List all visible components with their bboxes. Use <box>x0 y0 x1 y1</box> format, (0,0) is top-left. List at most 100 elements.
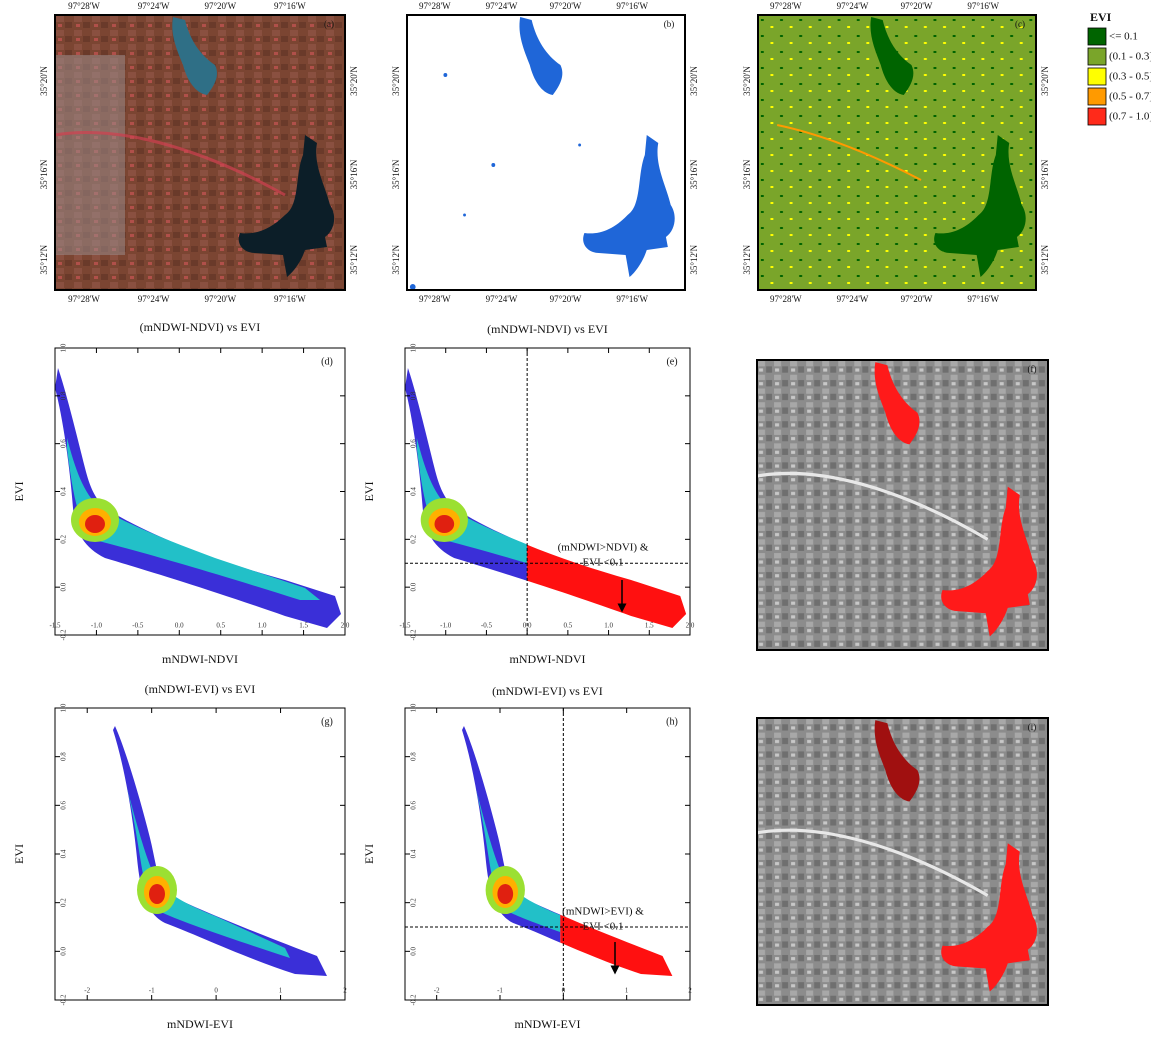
x-tick-label: -2 <box>434 987 440 995</box>
y-tick-label: 1.0 <box>410 703 418 712</box>
plot-title: (mNDWI-NDVI) vs EVI <box>487 322 608 336</box>
lat-label: 35°12'N <box>1040 244 1050 274</box>
x-tick-label: -1 <box>497 987 503 995</box>
x-tick-label: 1.5 <box>645 622 654 630</box>
y-tick-label: 0.2 <box>410 898 418 907</box>
panel-letter: (e) <box>666 356 677 367</box>
x-tick-label: 1 <box>279 987 283 995</box>
map-c <box>758 15 1037 290</box>
lon-label: 97°28'W <box>68 294 100 304</box>
y-tick-label: 0.2 <box>410 534 418 543</box>
legend-title: EVI <box>1090 10 1112 24</box>
legend-swatch <box>1087 27 1107 46</box>
lon-label: 97°28'W <box>419 294 451 304</box>
lat-label: 35°12'N <box>689 244 699 274</box>
x-tick-label: -1.0 <box>440 622 452 630</box>
lat-label: 35°20'N <box>689 66 699 96</box>
y-axis-label: EVI <box>362 482 376 502</box>
y-tick-label: 0.4 <box>410 849 418 858</box>
x-tick-label: -2 <box>84 987 90 995</box>
annotation: (mNDWI>EVI) & <box>562 906 644 918</box>
map-frame <box>756 359 1049 651</box>
lon-label: 97°16'W <box>967 1 999 11</box>
y-tick-label: 1.0 <box>60 703 68 712</box>
y-tick-label: 0.4 <box>60 487 68 496</box>
panel-letter: (g) <box>321 716 333 727</box>
panel-letter: (c) <box>1015 19 1025 29</box>
lon-label: 97°24'W <box>138 1 170 11</box>
map-frame <box>406 14 686 291</box>
x-tick-label: -0.5 <box>481 622 493 630</box>
lon-label: 97°24'W <box>837 294 869 304</box>
lon-label: 97°28'W <box>68 1 100 11</box>
y-tick-label: 0.8 <box>60 391 68 400</box>
lat-label: 35°12'N <box>391 244 401 274</box>
legend-label: (0.5 - 0.7] <box>1109 91 1151 103</box>
y-tick-label: -0.2 <box>410 994 418 1006</box>
x-tick-label: 1.0 <box>604 622 613 630</box>
x-tick-label: 2.0 <box>686 622 695 630</box>
panel-letter: (a) <box>324 19 334 29</box>
y-tick-label: 1.0 <box>410 343 418 352</box>
lon-label: 97°20'W <box>550 1 582 11</box>
x-axis-label: mNDWI-EVI <box>167 1017 233 1031</box>
lat-label: 35°16'N <box>391 159 401 189</box>
y-tick-label: 1.0 <box>60 343 68 352</box>
lon-label: 97°16'W <box>967 294 999 304</box>
map-f <box>756 360 1048 651</box>
y-tick-label: 0.6 <box>410 800 418 809</box>
lat-label: 35°16'N <box>742 159 752 189</box>
legend-swatch <box>1087 107 1107 126</box>
lon-label: 97°24'W <box>486 1 518 11</box>
lon-label: 97°20'W <box>204 294 236 304</box>
lat-label: 35°16'N <box>689 159 699 189</box>
map-b <box>407 15 686 290</box>
y-tick-label: 0.6 <box>410 439 418 448</box>
y-tick-label: 0.4 <box>60 849 68 858</box>
y-axis-label: EVI <box>12 844 26 864</box>
map-frame <box>756 717 1049 1006</box>
lon-label: 97°28'W <box>770 294 802 304</box>
lat-label: 35°16'N <box>349 159 359 189</box>
panel-letter: (f) <box>1028 364 1037 374</box>
panel-letter: (h) <box>666 716 678 727</box>
lon-label: 97°16'W <box>616 1 648 11</box>
annotation: EVI <0.1 <box>582 557 623 569</box>
x-tick-label: 0.0 <box>175 622 184 630</box>
lat-label: 35°20'N <box>349 66 359 96</box>
y-tick-label: 0.6 <box>60 800 68 809</box>
annotation: (mNDWI>NDVI) & <box>558 542 649 554</box>
map-i <box>756 718 1048 1006</box>
panel-letter: (d) <box>321 356 333 367</box>
x-tick-label: 0.5 <box>563 622 572 630</box>
y-tick-label: 0.8 <box>60 752 68 761</box>
x-tick-label: -1.5 <box>399 622 411 630</box>
x-tick-label: -1 <box>149 987 155 995</box>
x-tick-label: -1.0 <box>91 622 103 630</box>
lat-label: 35°12'N <box>39 244 49 274</box>
y-tick-label: 0.2 <box>60 534 68 543</box>
lon-label: 97°20'W <box>901 1 933 11</box>
plot-title: (mNDWI-NDVI) vs EVI <box>140 320 261 334</box>
lon-label: 97°16'W <box>616 294 648 304</box>
legend-label: (0.7 - 1.0] <box>1109 111 1151 123</box>
lon-label: 97°28'W <box>419 1 451 11</box>
density-cloud-d <box>55 368 341 628</box>
x-tick-label: 0 <box>214 987 218 995</box>
lon-label: 97°28'W <box>770 1 802 11</box>
x-tick-label: 2 <box>343 987 347 995</box>
x-tick-label: 2 <box>688 987 692 995</box>
panel-letter: (i) <box>1028 722 1037 732</box>
lon-label: 97°24'W <box>138 294 170 304</box>
x-tick-label: 1 <box>625 987 629 995</box>
y-tick-label: -0.2 <box>410 629 418 641</box>
map-a <box>54 15 345 290</box>
lon-label: 97°24'W <box>486 294 518 304</box>
lon-label: 97°16'W <box>274 294 306 304</box>
y-tick-label: 0.0 <box>410 946 418 955</box>
density-cloud-e <box>405 368 687 628</box>
lat-label: 35°20'N <box>742 66 752 96</box>
density-cloud-h <box>462 726 673 976</box>
lat-label: 35°16'N <box>1040 159 1050 189</box>
lat-label: 35°12'N <box>349 244 359 274</box>
